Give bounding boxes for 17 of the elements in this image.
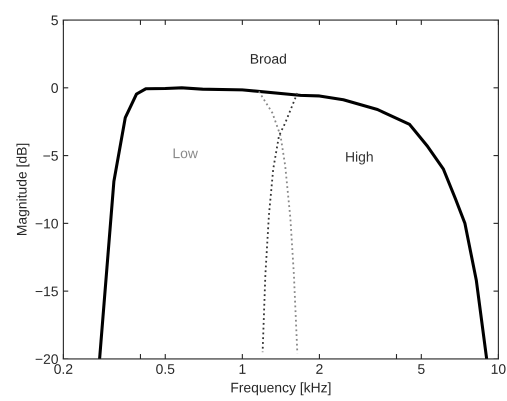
y-tick-label: −15 [36, 286, 58, 296]
text: Low [174, 148, 198, 158]
y-tick-label: −5 [43, 151, 58, 161]
y-axis-title: Magnitude [dB] [16, 144, 30, 236]
y-tick-label: 0 [51, 83, 58, 93]
y-tick-label: 5 [51, 16, 58, 26]
series-label: Broad [250, 54, 286, 64]
y-tick-label: −10 [36, 218, 58, 229]
x-axis-title: Frequency [kHz] [231, 382, 330, 396]
x-tick-label: 2 [316, 364, 323, 374]
x-tick-label: 5 [418, 364, 425, 374]
x-tick-label: 0.5 [156, 364, 174, 374]
x-tick-label: 0.2 [54, 364, 72, 374]
x-tick-label: 1 [240, 364, 246, 374]
text: High [346, 152, 373, 165]
x-tick-label: 10 [492, 364, 506, 374]
y-tick-label: −20 [36, 354, 58, 364]
